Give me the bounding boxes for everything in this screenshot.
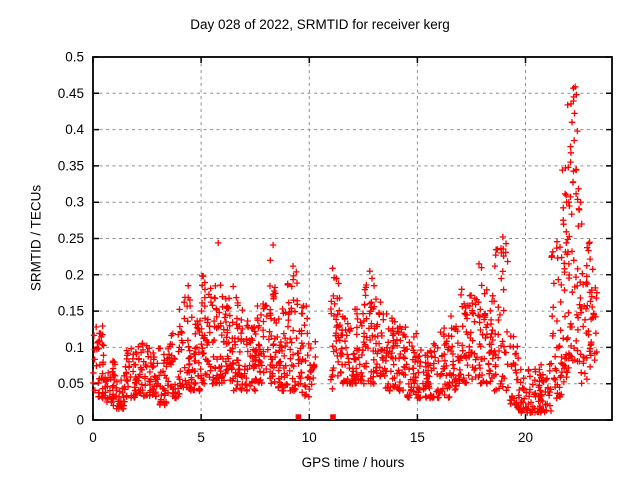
y-tick-label: 0.45 xyxy=(58,86,84,101)
x-tick-label: 0 xyxy=(89,430,97,445)
x-axis-title: GPS time / hours xyxy=(301,455,405,470)
data-gap-flag xyxy=(295,414,302,420)
plot-border xyxy=(92,56,613,421)
chart-title: Day 028 of 2022, SRMTID for receiver ker… xyxy=(190,17,450,32)
scatter-points xyxy=(89,83,601,416)
y-tick-label: 0.35 xyxy=(58,158,84,173)
y-tick-label: 0.15 xyxy=(58,304,84,319)
grid-lines xyxy=(93,57,612,420)
x-tick-label: 20 xyxy=(518,430,533,445)
y-tick-label: 0 xyxy=(76,413,84,428)
y-tick-label: 0.5 xyxy=(65,50,84,65)
x-tick-label: 15 xyxy=(410,430,425,445)
x-tick-label: 5 xyxy=(197,430,205,445)
x-tick-label: 10 xyxy=(302,430,317,445)
y-tick-label: 0.4 xyxy=(65,122,84,137)
y-tick-label: 0.1 xyxy=(65,340,84,355)
y-tick-label: 0.05 xyxy=(58,376,84,391)
y-tick-label: 0.2 xyxy=(65,267,84,282)
y-tick-label: 0.3 xyxy=(65,195,84,210)
y-tick-label: 0.25 xyxy=(58,231,84,246)
data-gap-flag xyxy=(330,414,336,420)
